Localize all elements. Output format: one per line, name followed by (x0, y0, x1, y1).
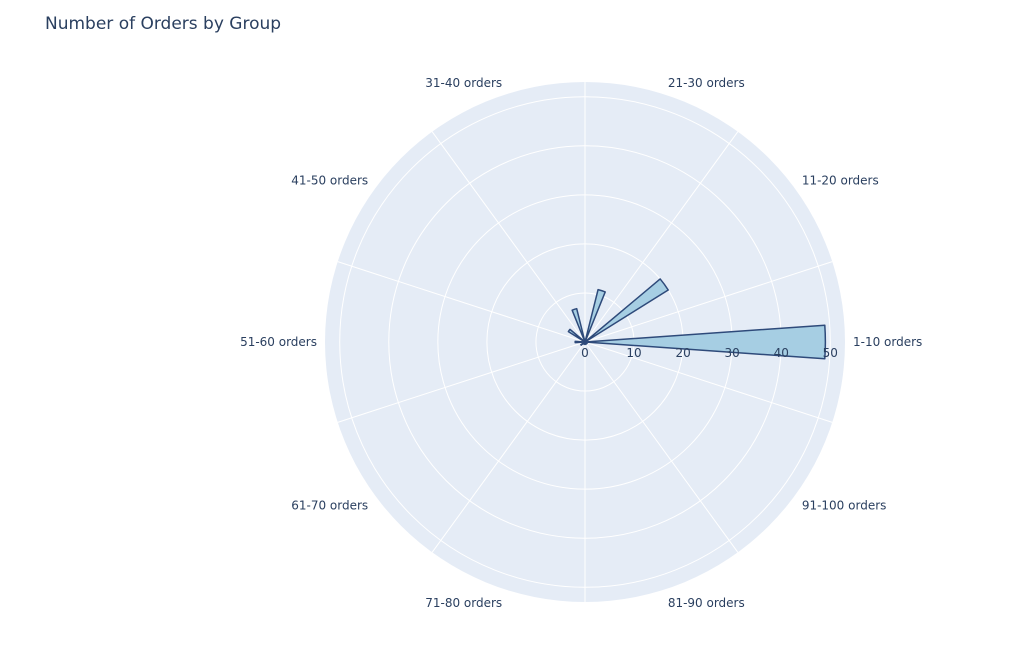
bars (567, 278, 827, 360)
angular-tick-label: 1-10 orders (853, 335, 922, 349)
radial-tick-label: 0 (581, 346, 589, 360)
radial-tick-label: 40 (774, 346, 789, 360)
radial-axis-ticks: 0 10 20 30 40 50 (581, 346, 838, 360)
angular-tick-label: 11-20 orders (802, 173, 879, 187)
angular-tick-label: 31-40 orders (425, 76, 502, 90)
radial-tick-label: 30 (725, 346, 740, 360)
angular-tick-label: 61-70 orders (291, 499, 368, 513)
angular-grid-line (337, 341, 586, 423)
bar-11-20-orders (584, 278, 669, 343)
bar-31-40-orders (571, 307, 586, 343)
angular-tick-label: 51-60 orders (240, 335, 317, 349)
radial-tick-label: 10 (626, 346, 641, 360)
angular-tick-label: 81-90 orders (668, 596, 745, 610)
bar-41-50-orders (567, 328, 586, 343)
angular-grid-line (431, 131, 586, 343)
angular-axis-labels: 1-10 orders 11-20 orders 21-30 orders 31-40… (240, 76, 922, 610)
radial-tick-label: 20 (675, 346, 690, 360)
angular-grid-line (584, 131, 739, 343)
angular-grid (337, 82, 833, 602)
angular-grid-line (431, 341, 586, 553)
angular-tick-label: 91-100 orders (802, 499, 887, 513)
angular-tick-label: 21-30 orders (668, 76, 745, 90)
angular-grid-line (337, 261, 586, 343)
angular-grid-line (584, 341, 739, 553)
angular-tick-label: 71-80 orders (425, 596, 502, 610)
angular-grid-line (584, 261, 833, 343)
angular-tick-label: 41-50 orders (291, 173, 368, 187)
radial-tick-label: 50 (823, 346, 838, 360)
bar-51-60-orders (574, 340, 586, 344)
bar-21-30-orders (584, 288, 606, 343)
bar-1-10-orders (584, 324, 827, 360)
angular-grid-line (584, 341, 833, 423)
bar-91-100-orders (584, 341, 588, 345)
chart-title: Number of Orders by Group (45, 14, 282, 34)
